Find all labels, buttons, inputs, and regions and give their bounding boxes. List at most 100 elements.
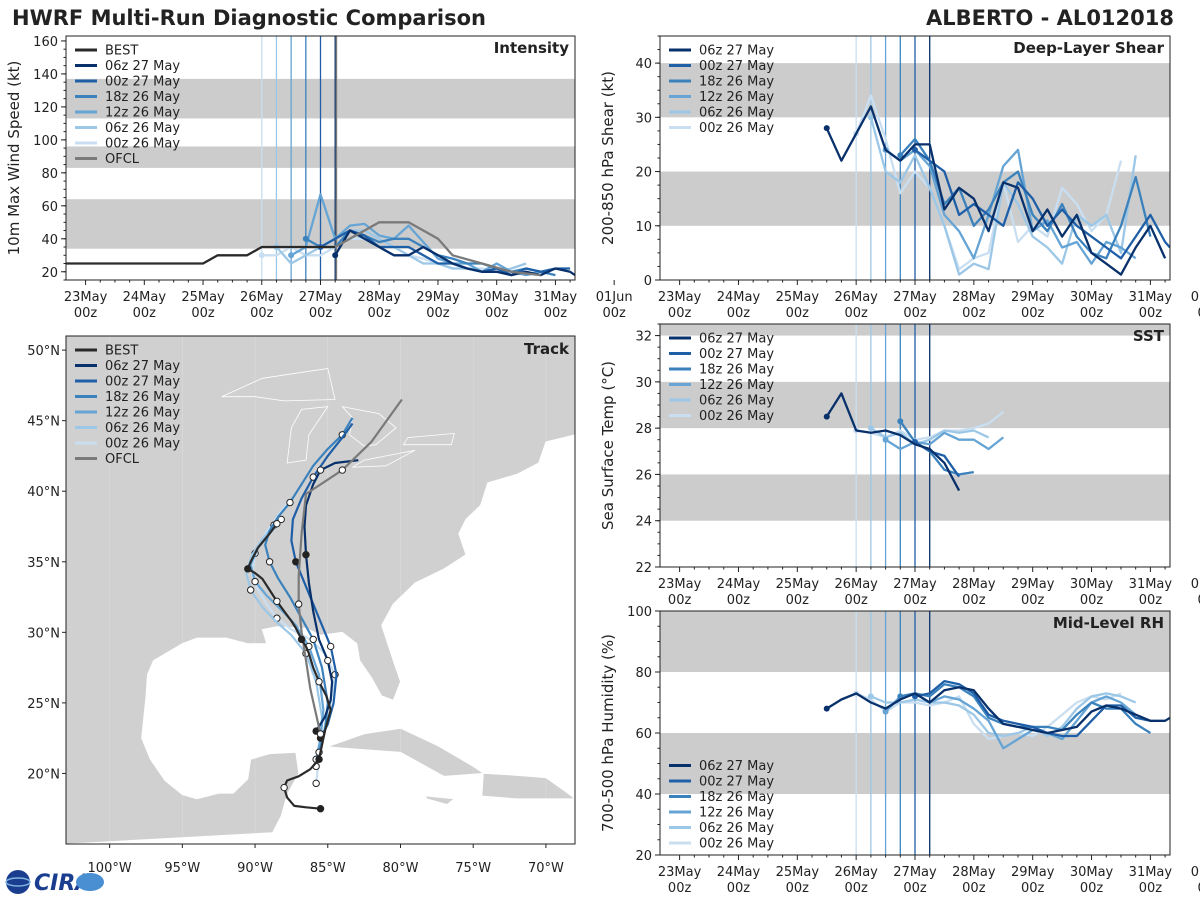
track-panel: 20°N 25°N 30°N 35°N 40°N 45°N 50°N 100°W 95°W 90°… xyxy=(27,335,576,876)
shear-xtick-label: 00z xyxy=(903,306,927,321)
sst-init-marker xyxy=(897,418,904,425)
shear-series-00z-27-may xyxy=(914,148,1170,260)
rh-ytick-label: 100 xyxy=(627,605,652,620)
north-america-land xyxy=(66,336,575,844)
sst-xtick-label: 29May xyxy=(1011,577,1055,592)
intensity-xtick-label: 27May xyxy=(299,290,343,305)
track-point xyxy=(277,515,285,524)
intensity-xtick-label: 00z xyxy=(602,306,626,321)
track-xtick-label: 85°W xyxy=(310,861,346,876)
track-xtick-label: 80°W xyxy=(383,861,419,876)
intensity-xtick-label: 24May xyxy=(123,290,167,305)
shear-xtick-label: 00z xyxy=(786,306,810,321)
track-legend-label: 00z 27 May xyxy=(105,375,180,390)
sst-xtick-label: 00z xyxy=(903,593,927,608)
intensity-ytick-label: 60 xyxy=(41,200,58,215)
sst-xtick-label: 25May xyxy=(776,577,820,592)
rh-ytick-label: 40 xyxy=(635,788,652,803)
track-xtick-label: 70°W xyxy=(528,861,564,876)
rh-xtick-label: 00z xyxy=(903,881,927,896)
sst-legend-label: 12z 26 May xyxy=(699,378,774,393)
intensity-ylabel: 10m Max Wind Speed (kt) xyxy=(5,61,23,256)
intensity-init-marker xyxy=(258,252,265,259)
track-ytick-label: 30°N xyxy=(27,626,60,641)
sst-xtick-label: 28May xyxy=(952,577,996,592)
track-ytick-label: 20°N xyxy=(27,767,60,782)
sst-xtick-label: 00z xyxy=(668,593,692,608)
track-point xyxy=(286,498,294,507)
shear-xtick-label: 31May xyxy=(1129,290,1173,305)
track-point xyxy=(292,558,300,566)
rh-xtick-label: 30May xyxy=(1070,865,1114,880)
sst-legend-label: 06z 27 May xyxy=(699,332,774,347)
intensity-xtick-label: 00z xyxy=(544,306,568,321)
intensity-xtick-label: 00z xyxy=(426,306,450,321)
rh-xtick-label: 24May xyxy=(717,865,761,880)
shear-init-marker xyxy=(867,114,874,121)
track-best xyxy=(246,523,332,810)
rh-xtick-label: 00z xyxy=(1021,881,1045,896)
track-legend-label: 00z 26 May xyxy=(105,437,180,452)
intensity-series-06z-27-may xyxy=(334,229,575,277)
rh-xtick-label: 23May xyxy=(658,865,702,880)
sst-xtick-label: 31May xyxy=(1129,577,1173,592)
intensity-xtick-label: 29May xyxy=(416,290,460,305)
track-xtick-label: 100°W xyxy=(88,861,132,876)
intensity-xtick-label: 23May xyxy=(64,290,108,305)
intensity-series-12z-26-may xyxy=(290,193,541,277)
rh-series-06z-26-may xyxy=(870,692,1137,738)
shear-xtick-label: 00z xyxy=(1021,306,1045,321)
intensity-ytick-label: 160 xyxy=(33,35,58,50)
intensity-xtick-label: 30May xyxy=(475,290,519,305)
intensity-xtick-label: 00z xyxy=(368,306,392,321)
sst-legend-label: 06z 26 May xyxy=(699,394,774,409)
shear-init-marker xyxy=(912,146,918,153)
rh-series-18z-26-may xyxy=(900,683,1152,734)
track-title: Track xyxy=(524,340,570,358)
sst-xtick-label: 23May xyxy=(658,577,702,592)
intensity-ytick-label: 80 xyxy=(41,167,58,182)
sst-ytick-label: 26 xyxy=(635,468,652,483)
intensity-xtick-label: 28May xyxy=(358,290,402,305)
sst-xtick-label: 26May xyxy=(834,577,878,592)
track-legend-label: 18z 26 May xyxy=(105,390,180,405)
track-point xyxy=(273,519,281,528)
track-point xyxy=(246,586,255,594)
shear-xtick-label: 25May xyxy=(776,290,820,305)
intensity-legend-label: 06z 26 May xyxy=(105,121,180,136)
track-legend-label: 06z 26 May xyxy=(105,421,180,436)
sst-xtick-label: 27May xyxy=(893,577,937,592)
shear-legend-label: 18z 26 May xyxy=(699,75,774,90)
track-point xyxy=(297,635,306,644)
track-ytick-label: 25°N xyxy=(27,697,60,712)
shear-panel: 01020304023May00z24May00z25May00z26May00… xyxy=(599,35,1200,321)
rh-xtick-label: 26May xyxy=(834,865,878,880)
shear-ytick-label: 20 xyxy=(635,166,652,181)
intensity-init-marker xyxy=(288,252,295,259)
sst-series-06z-27-may xyxy=(825,392,961,492)
sst-xtick-label: 00z xyxy=(844,593,868,608)
intensity-init-marker xyxy=(332,252,339,259)
intensity-legend-label: 00z 27 May xyxy=(105,75,180,90)
track-point xyxy=(265,558,274,566)
rh-legend-label: 18z 26 May xyxy=(699,790,774,805)
sst-xtick-label: 00z xyxy=(1198,593,1200,608)
track-point xyxy=(244,565,252,573)
intensity-panel: 2040608010012014016023May00z24May00z25Ma… xyxy=(5,35,633,321)
intensity-legend-label: OFCL xyxy=(105,152,140,167)
track-18z-26-may xyxy=(264,417,354,753)
track-point xyxy=(309,635,317,644)
intensity-xtick-label: 00z xyxy=(133,306,157,321)
rh-init-marker xyxy=(882,708,889,715)
sst-ytick-label: 22 xyxy=(635,561,652,576)
sst-series-00z-26-may xyxy=(856,410,1005,441)
sst-xtick-label: 01Jun xyxy=(1191,577,1200,592)
shear-ylabel: 200-850 hPa Shear (kt) xyxy=(599,71,617,245)
shear-xtick-label: 00z xyxy=(844,306,868,321)
sst-xtick-label: 00z xyxy=(962,593,986,608)
intensity-series-00z-27-may xyxy=(319,229,571,277)
track-point xyxy=(294,600,303,608)
jamaica-land xyxy=(424,795,456,805)
hispaniola-land xyxy=(481,772,575,800)
intensity-xtick-label: 01Jun xyxy=(596,290,633,305)
